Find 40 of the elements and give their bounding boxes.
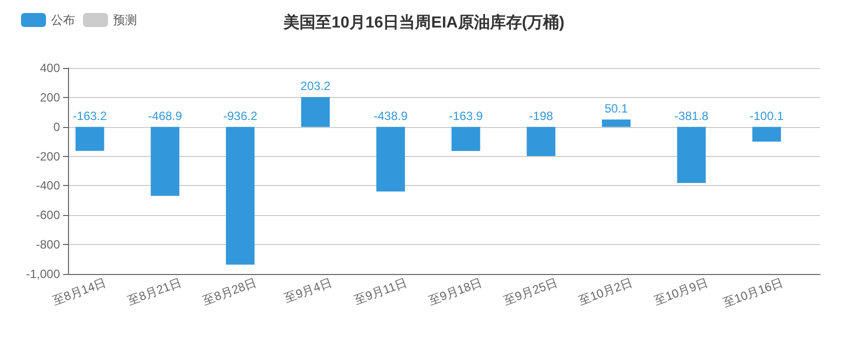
data-label: 203.2 <box>300 78 331 93</box>
x-tick-label: 至10月9日 <box>652 275 710 308</box>
y-tick-label: -400 <box>36 178 60 193</box>
data-label: -936.2 <box>223 108 258 123</box>
data-label: -198 <box>529 108 554 123</box>
x-tick-label: 至8月21日 <box>126 275 184 308</box>
bar <box>677 126 706 184</box>
x-tick-label: 至8月28日 <box>200 275 258 308</box>
x-tick-label: 至9月25日 <box>502 275 560 308</box>
x-tick-label: 至9月18日 <box>426 275 484 308</box>
x-tick-label: 至9月11日 <box>352 275 409 308</box>
data-label: -163.9 <box>448 108 484 123</box>
bar <box>301 96 330 127</box>
bar <box>76 126 104 151</box>
y-tick-label: -800 <box>36 238 60 252</box>
y-tick-label: 0 <box>53 120 60 134</box>
legend-label: 预测 <box>113 13 137 27</box>
y-tick-label: 200 <box>40 90 60 104</box>
chart-title: 美国至10月16日当周EIA原油库存(万桶) <box>282 12 564 32</box>
bar <box>526 126 556 156</box>
legend-label: 公布 <box>51 13 75 27</box>
y-tick-label: 400 <box>40 61 60 75</box>
data-label: -100.1 <box>750 108 784 123</box>
data-label: 50.1 <box>604 101 628 116</box>
bar <box>150 126 180 196</box>
data-label: -468.9 <box>148 108 182 123</box>
y-tick-label: -1,000 <box>26 267 60 281</box>
bar <box>602 119 631 127</box>
data-label: -163.2 <box>72 108 108 123</box>
x-tick-label: 至10月16日 <box>721 275 785 310</box>
x-tick-label: 至9月4日 <box>282 275 334 306</box>
data-label: -381.8 <box>674 108 709 123</box>
x-tick-label: 至10月2日 <box>576 275 634 308</box>
bar <box>452 126 480 151</box>
bar <box>376 126 405 192</box>
data-label: -438.9 <box>374 108 408 123</box>
bar <box>752 126 781 142</box>
y-tick-label: -200 <box>36 149 60 164</box>
y-tick-label: -600 <box>36 208 60 222</box>
bar <box>226 126 255 265</box>
